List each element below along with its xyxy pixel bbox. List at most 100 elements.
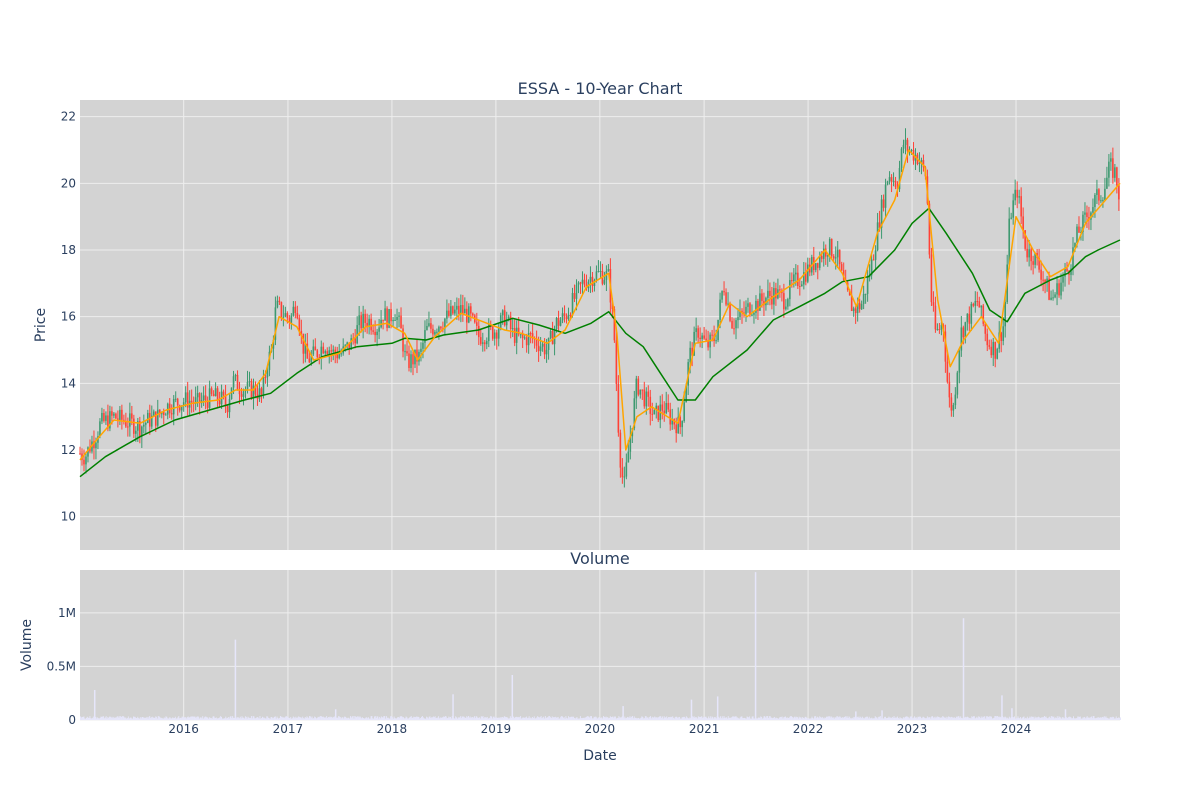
candle-body (890, 177, 893, 182)
candle-body (406, 351, 408, 354)
volume-bar (550, 717, 552, 720)
candle-body (296, 312, 299, 319)
candle-body (1032, 261, 1034, 265)
candle-body (356, 325, 358, 344)
volume-bar (496, 717, 498, 720)
candle-body (1030, 249, 1032, 262)
volume-bar (476, 716, 478, 720)
volume-bar (1085, 717, 1087, 720)
candle-body (258, 388, 261, 399)
volume-bar (595, 716, 597, 720)
volume-bar (904, 717, 906, 720)
volume-bar (1050, 716, 1052, 720)
volume-bar (181, 716, 183, 720)
volume-bar (96, 718, 98, 720)
volume-bar (759, 717, 761, 720)
volume-bar (225, 716, 227, 720)
volume-bar (950, 716, 952, 720)
volume-bar (1067, 717, 1069, 720)
volume-bar (846, 717, 848, 720)
volume-bar (720, 716, 722, 720)
volume-bar (658, 716, 660, 720)
volume-bar (1020, 718, 1022, 720)
volume-bar (616, 717, 618, 720)
volume-bar (1055, 717, 1057, 720)
candle-body (148, 412, 151, 427)
volume-bar (353, 718, 355, 720)
volume-bar (473, 716, 475, 720)
volume-bar (506, 717, 508, 720)
volume-bar (525, 717, 527, 720)
volume-bar (699, 716, 701, 720)
volume-bar (166, 716, 168, 720)
candle-body (262, 376, 265, 395)
candle-body (268, 351, 271, 371)
candle-body (645, 391, 648, 407)
volume-bar (825, 717, 827, 720)
volume-bar (643, 718, 645, 720)
volume-bar (889, 717, 891, 720)
volume-bar (326, 718, 328, 720)
volume-bar (817, 717, 819, 720)
volume-bar (967, 717, 969, 720)
volume-bar (350, 717, 352, 720)
candle-body (206, 400, 209, 408)
volume-bar (460, 715, 462, 720)
volume-bar (767, 716, 769, 720)
volume-bar (1108, 718, 1110, 720)
volume-bar (592, 718, 594, 720)
volume-bar (177, 717, 179, 720)
candle-body (807, 264, 809, 282)
candle-body (597, 271, 600, 273)
volume-bar (979, 717, 981, 720)
candle-body (691, 347, 693, 356)
volume-bar (1075, 718, 1077, 720)
volume-bar (655, 717, 657, 720)
volume-bar (362, 717, 364, 720)
volume-bar (220, 716, 222, 720)
candle-body (360, 315, 362, 329)
price-y-tick-label: 20 (61, 176, 76, 190)
volume-bar (945, 716, 947, 720)
volume-bar (262, 717, 264, 720)
volume-bar (567, 716, 569, 720)
volume-bar (892, 717, 894, 720)
volume-bar (258, 718, 260, 720)
volume-bar (115, 717, 117, 720)
volume-bar (332, 717, 334, 720)
volume-spike-bar (690, 699, 693, 720)
volume-bar (321, 716, 323, 720)
candle-body (623, 476, 626, 478)
volume-bar (613, 717, 615, 720)
volume-bar (734, 716, 736, 720)
volume-bar (439, 717, 441, 720)
volume-bar (521, 717, 523, 720)
candle-body (396, 316, 398, 320)
volume-bar (203, 717, 205, 720)
candle-body (599, 270, 602, 272)
volume-bar (350, 716, 352, 720)
volume-bar (1095, 718, 1097, 720)
volume-bar (1041, 717, 1043, 720)
volume-bar (1084, 716, 1086, 720)
volume-bar (482, 715, 484, 720)
volume-bar (656, 717, 658, 720)
volume-bar (480, 716, 482, 720)
candle-body (240, 394, 243, 397)
candle-body (370, 318, 372, 331)
candle-body (468, 306, 470, 323)
volume-bar (802, 717, 804, 720)
volume-bar (806, 717, 808, 720)
volume-bar (713, 718, 715, 720)
candle-body (976, 301, 979, 303)
candle-body (1104, 188, 1106, 200)
volume-bar (244, 718, 246, 720)
candle-body (511, 328, 514, 330)
candle-body (288, 317, 291, 323)
candle-body (336, 354, 339, 359)
volume-bar (338, 716, 340, 720)
x-tick-label: 2017 (273, 722, 304, 736)
volume-bar (514, 718, 516, 720)
volume-spike-bar (622, 706, 624, 720)
volume-bar (497, 717, 499, 720)
